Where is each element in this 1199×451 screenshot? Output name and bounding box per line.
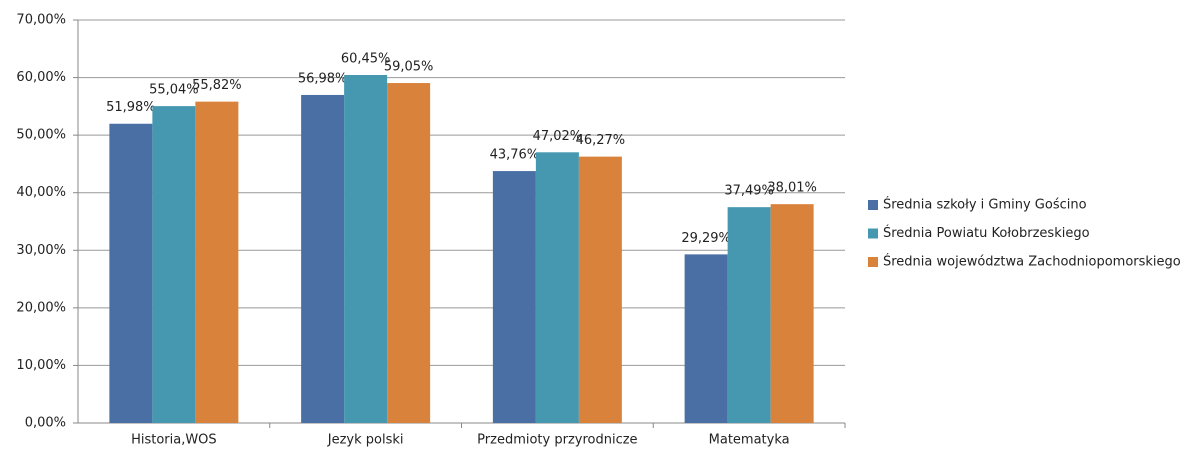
bar: [492, 171, 536, 423]
data-label: 43,76%: [490, 148, 540, 163]
y-tick-label: 60,00%: [16, 70, 66, 85]
y-tick-label: 10,00%: [16, 358, 66, 373]
x-tick-label: Matematyka: [709, 433, 790, 448]
data-label: 59,05%: [384, 60, 434, 75]
bar: [578, 156, 622, 423]
data-label: 55,04%: [149, 83, 199, 98]
y-tick-label: 30,00%: [16, 243, 66, 258]
data-label: 46,27%: [576, 133, 626, 148]
y-tick-label: 40,00%: [16, 185, 66, 200]
bar: [387, 83, 431, 423]
data-label: 51,98%: [106, 100, 156, 115]
y-tick-label: 50,00%: [16, 128, 66, 143]
data-label: 37,49%: [724, 184, 774, 199]
data-label: 56,98%: [298, 71, 348, 86]
x-tick-label: Przedmioty przyrodnicze: [477, 433, 637, 448]
legend-label: Średnia szkoły i Gminy Gościno: [883, 197, 1087, 213]
data-label: 47,02%: [533, 129, 583, 144]
legend-swatch: [868, 228, 878, 239]
x-tick-label: Historia,WOS: [131, 433, 217, 448]
data-label: 38,01%: [767, 181, 817, 196]
bar: [195, 101, 239, 423]
data-label: 29,29%: [681, 231, 731, 246]
legend-swatch: [868, 200, 878, 210]
legend-label: Średnia województwa Zachodniopomorskiego: [883, 254, 1181, 270]
legend-swatch: [868, 257, 878, 267]
bar: [152, 106, 196, 423]
legend-label: Średnia Powiatu Kołobrzeskiego: [883, 225, 1090, 241]
bar: [727, 207, 771, 423]
bar: [301, 94, 345, 423]
y-tick-label: 70,00%: [16, 13, 66, 28]
bar: [684, 254, 728, 423]
data-label: 55,82%: [192, 78, 242, 93]
bar: [535, 152, 579, 424]
x-tick-label: Jezyk polski: [327, 433, 404, 448]
y-tick-label: 0,00%: [25, 416, 66, 431]
data-label: 60,45%: [341, 51, 391, 66]
bar: [344, 74, 388, 423]
bar: [770, 204, 814, 423]
bar: [109, 123, 153, 423]
y-tick-label: 20,00%: [16, 300, 66, 315]
